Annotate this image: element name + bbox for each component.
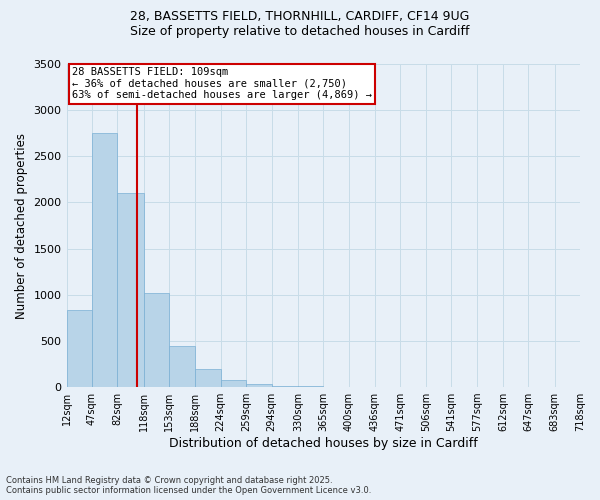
Text: 28, BASSETTS FIELD, THORNHILL, CARDIFF, CF14 9UG
Size of property relative to de: 28, BASSETTS FIELD, THORNHILL, CARDIFF, … xyxy=(130,10,470,38)
Y-axis label: Number of detached properties: Number of detached properties xyxy=(15,132,28,318)
Bar xyxy=(169,346,194,387)
X-axis label: Distribution of detached houses by size in Cardiff: Distribution of detached houses by size … xyxy=(169,437,478,450)
Bar xyxy=(194,368,221,387)
Bar xyxy=(118,193,143,387)
Bar xyxy=(92,133,118,387)
Bar xyxy=(246,384,272,387)
Bar xyxy=(67,310,92,387)
Bar xyxy=(272,386,298,387)
Text: Contains HM Land Registry data © Crown copyright and database right 2025.
Contai: Contains HM Land Registry data © Crown c… xyxy=(6,476,371,495)
Bar xyxy=(298,386,323,387)
Bar xyxy=(143,293,169,387)
Text: 28 BASSETTS FIELD: 109sqm
← 36% of detached houses are smaller (2,750)
63% of se: 28 BASSETTS FIELD: 109sqm ← 36% of detac… xyxy=(71,67,371,100)
Bar xyxy=(221,380,246,387)
